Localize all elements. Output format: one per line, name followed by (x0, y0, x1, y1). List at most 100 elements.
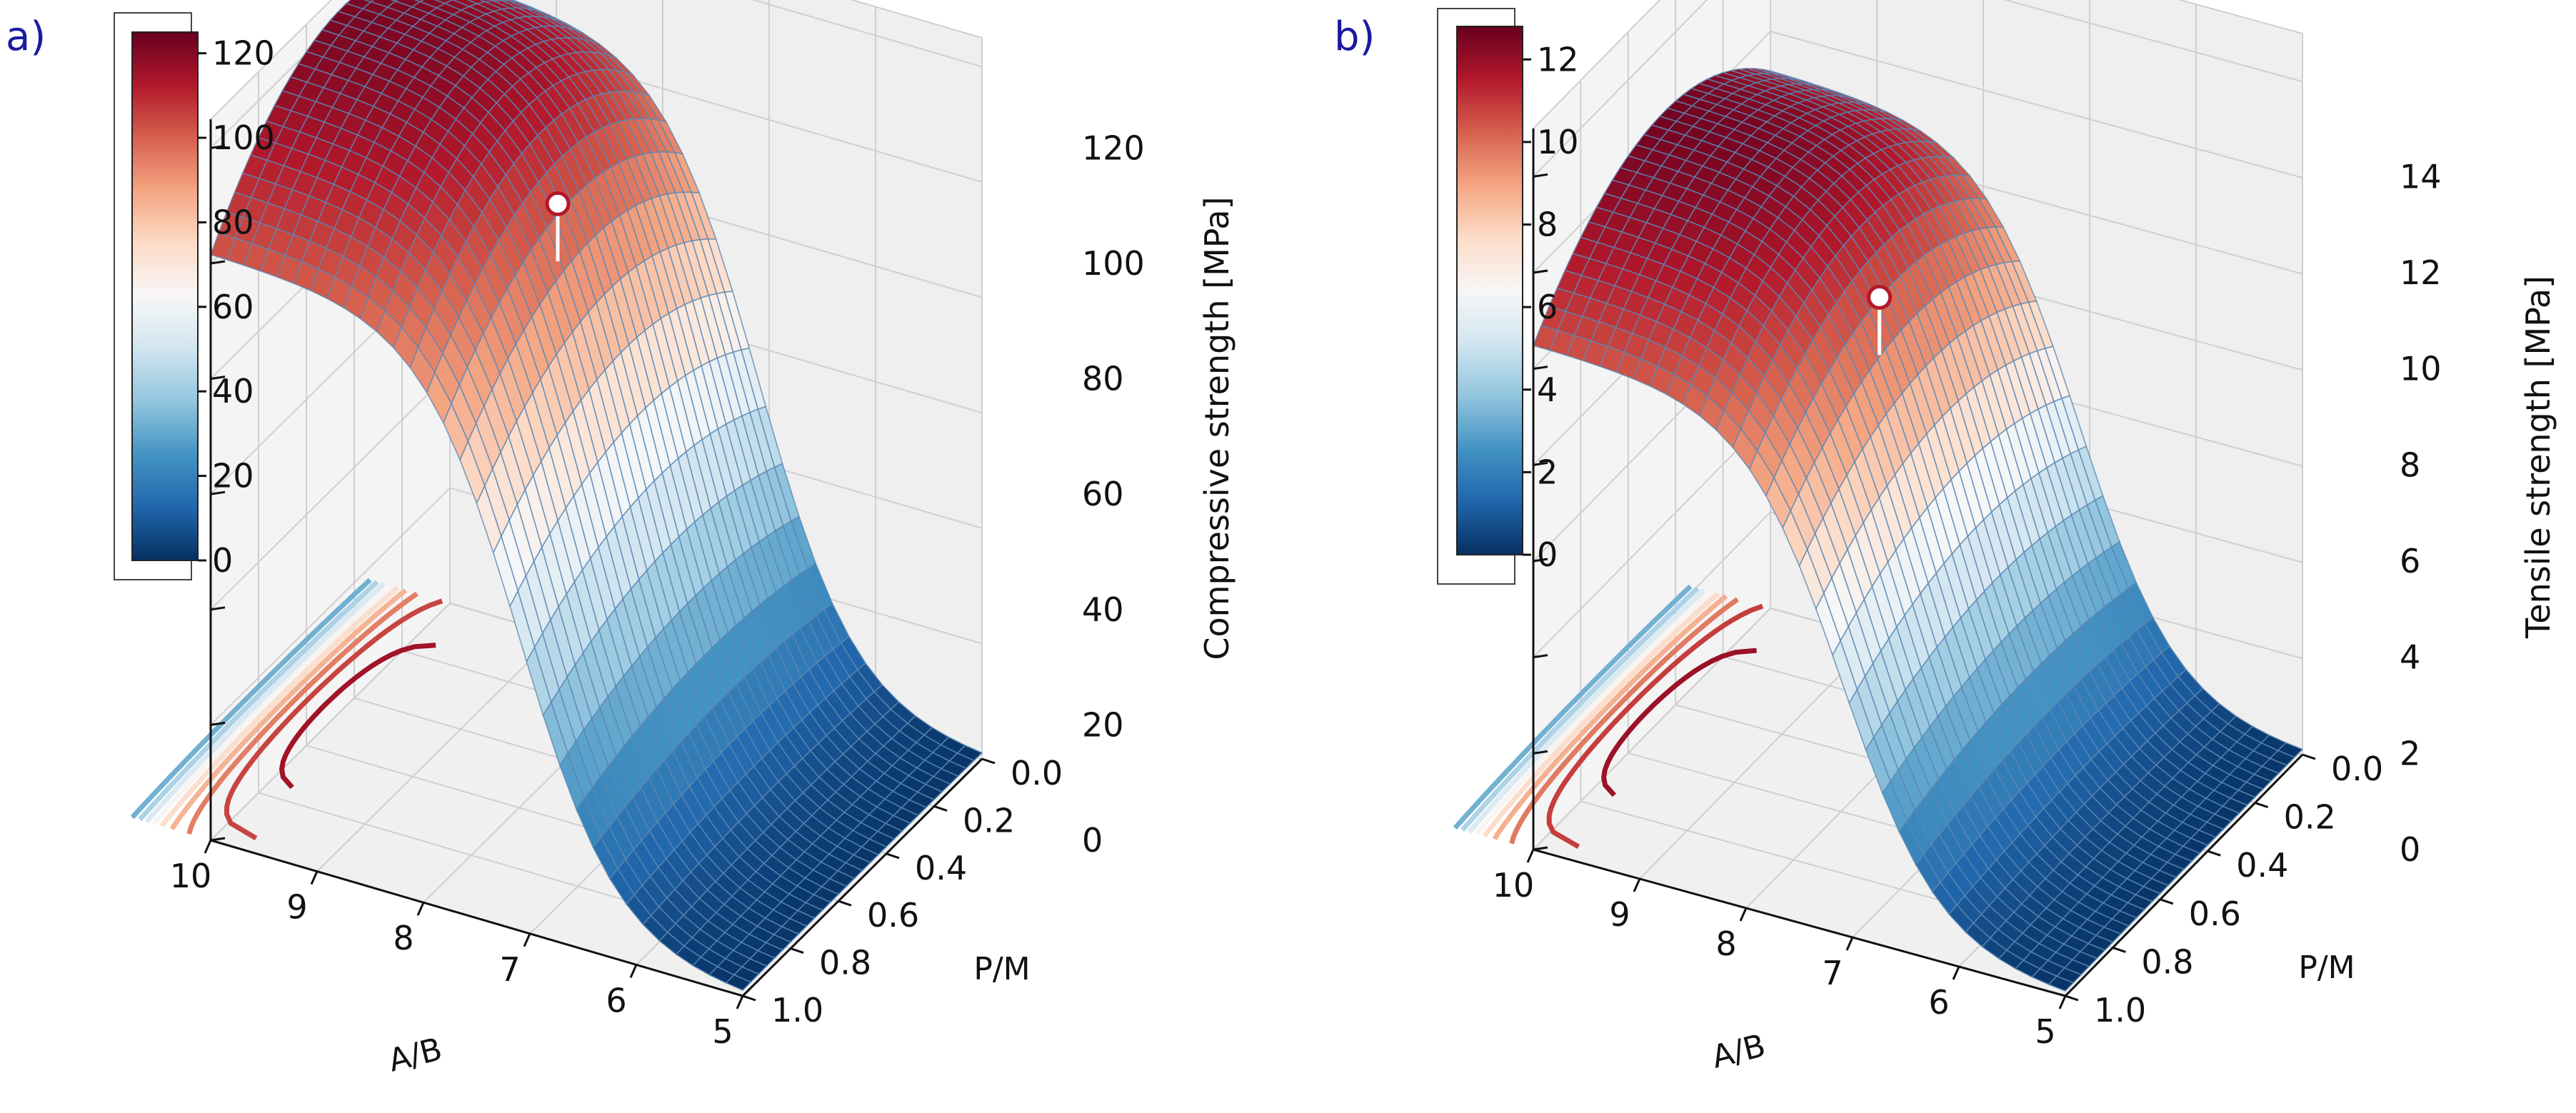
p1-colorbar-tick-label: 12 (1537, 40, 1579, 79)
p0-y-tick-mark (933, 805, 948, 812)
p0-surface-patch (725, 974, 752, 991)
p1-surface-patch (2048, 975, 2075, 992)
panel-a-compressive-strength: a) 0 20 40 60 80 100 120 10 9 8 7 6 5 0.0 0.2 0.4 0.6 0.8… (6, 0, 1236, 1079)
p1-z-gridline (1533, 0, 2303, 178)
p0-z-tick-mark (210, 376, 226, 381)
p1-x-tick-mark (1845, 937, 1854, 951)
panel-label-b: b) (1334, 14, 1375, 60)
p0-optimum-marker (545, 191, 571, 216)
p0-colorbar-tick-label: 80 (212, 203, 254, 241)
p1-contour-line (1453, 584, 1693, 830)
p1-z-tick-label: 0 (2400, 830, 2420, 869)
p1-contour-line (1460, 586, 1700, 832)
p0-x-tick-label: 8 (393, 919, 414, 957)
p1-y-tick-mark (2065, 994, 2079, 1002)
p0-contour-line (151, 583, 392, 825)
p1-colorbar-tick-label: 2 (1537, 453, 1558, 491)
p1-z-tick-label: 10 (2400, 350, 2442, 388)
p1-x-tick-mark (1526, 849, 1535, 863)
p1-x-tick-label: 8 (1715, 925, 1736, 963)
p1-z-tick-mark (1533, 558, 1548, 563)
p1-y-axis-line (2064, 753, 2304, 997)
surface-plot-a: 0 20 40 60 80 100 120 10 9 8 7 6 5 0.0 0.2 0.4 0.6 0.8 1.0 (130, 0, 1145, 1051)
p0-y-tick-mark (886, 852, 900, 860)
p1-z-tick-mark (1533, 461, 1548, 466)
panel-b-tensile-strength: b) 0246810121410987650.00.20.40.60.81.0 … (1334, 0, 2557, 1076)
panel-label-a: a) (6, 14, 46, 60)
p1-colorbar-tick-label: 8 (1537, 206, 1558, 244)
p1-x-tick-mark (1633, 878, 1641, 892)
p0-colorbar-tick-label: 0 (212, 541, 233, 580)
p0-contour-line (186, 591, 419, 835)
p1-z-tick-label: 14 (2400, 157, 2442, 196)
p0-z-tick-label: 40 (1082, 590, 1124, 629)
p1-z-tick-label: 4 (2400, 638, 2420, 677)
p0-x-tick-label: 6 (606, 981, 626, 1019)
p1-colorbar-tick-label: 6 (1537, 288, 1558, 326)
p0-y-tick-mark (790, 947, 804, 955)
p0-z-tick-mark (210, 490, 226, 495)
p0-x-tick-mark (310, 870, 319, 885)
p0-z-tick-label: 0 (1082, 821, 1103, 860)
p1-contour-line (1509, 597, 1739, 845)
p0-x-tick-mark (736, 995, 744, 1009)
p0-y-tick-label: 0.8 (819, 944, 871, 982)
p0-contour-line (159, 585, 399, 828)
p0-colorbar-tick-label: 100 (212, 119, 275, 157)
p1-z-tick-mark (1533, 750, 1548, 755)
p1-z-tick-label: 8 (2400, 445, 2420, 484)
p0-x-tick-mark (416, 902, 425, 916)
p1-x-tick-label: 5 (2035, 1012, 2055, 1051)
p0-z-tick-label: 20 (1082, 705, 1124, 744)
p0-z-tick-label: 80 (1082, 360, 1124, 398)
p1-contour-line (1482, 592, 1720, 838)
z-axis-label-a: Compressive strength [MPa] (1198, 196, 1236, 660)
p1-y-tick-label: 0.2 (2284, 798, 2336, 837)
y-axis-label-b: P/M (2298, 950, 2355, 986)
p1-y-tick-mark (2255, 802, 2269, 809)
p0-z-tick-label: 120 (1082, 129, 1145, 167)
p0-colorbar-tick-label: 60 (212, 288, 254, 326)
p0-z-tick-mark (210, 260, 226, 265)
p1-contour-line (1474, 590, 1713, 836)
p0-y-tick-mark (742, 994, 756, 1002)
p0-y-tick-label: 0.4 (915, 849, 967, 887)
p0-colorbar-tick-label: 120 (212, 34, 275, 73)
p1-y-tick-label: 0.0 (2331, 750, 2383, 788)
p1-y-tick-mark (2112, 946, 2126, 953)
p1-z-tick-mark (1533, 269, 1548, 274)
p0-contour-line (144, 582, 386, 824)
p0-y-tick-mark (838, 900, 852, 907)
p1-y-tick-mark (2207, 850, 2221, 857)
p1-colorbar-tick-label: 4 (1537, 371, 1558, 409)
surface-plot-b: 0 2 4 6 8 10 12 14 10 9 8 7 6 5 0.0 0.2 0.4 0.6 0.8 1.0 (1453, 0, 2442, 1051)
p1-colorbar-tick-label: 0 (1537, 535, 1558, 574)
p1-x-tick-mark (1739, 907, 1748, 922)
p0-contour-line (130, 578, 372, 820)
p0-z-tick-mark (210, 721, 226, 726)
p0-y-axis-line (741, 757, 983, 997)
p1-y-tick-label: 0.6 (2189, 895, 2241, 933)
p0-y-tick-label: 0.2 (963, 801, 1015, 840)
p0-x-tick-mark (523, 933, 531, 947)
p1-x-tick-label: 10 (1493, 866, 1535, 905)
p0-contour-line (169, 588, 408, 831)
p1-colorbar-tick-label: 10 (1537, 123, 1579, 161)
p0-y-tick-label: 0.0 (1011, 754, 1063, 792)
p1-contour-line (1546, 603, 1764, 850)
p1-z-tick-label: 2 (2400, 734, 2420, 772)
p1-y-tick-mark (2302, 753, 2316, 760)
p1-z-tick-mark (1533, 366, 1548, 371)
p0-y-tick-label: 1.0 (771, 991, 823, 1029)
p0-x-axis-line (210, 839, 743, 997)
p1-y-tick-mark (2160, 898, 2174, 905)
p0-z-tick-mark (210, 606, 226, 611)
p0-y-tick-label: 0.6 (867, 896, 919, 935)
p0-x-tick-label: 9 (286, 888, 307, 927)
p0-x-tick-mark (204, 840, 212, 854)
p1-y-tick-label: 0.4 (2236, 846, 2288, 885)
p1-contour-line (1492, 594, 1728, 840)
p1-x-tick-label: 6 (1928, 983, 1949, 1022)
p1-x-tick-label: 7 (1822, 954, 1843, 992)
